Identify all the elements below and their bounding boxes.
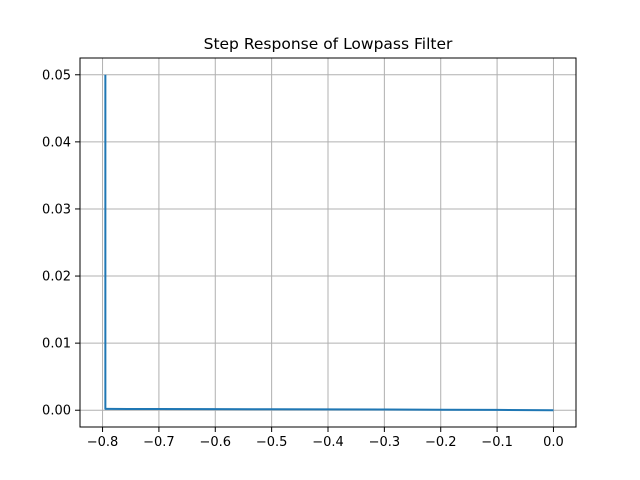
x-tick-label: −0.3 — [369, 435, 401, 450]
y-tick-label: 0.00 — [42, 404, 71, 419]
ticks: −0.8 −0.7 −0.6 −0.5 −0.4 −0.3 −0.2 −0.1 0.0 0.00 0… — [42, 68, 564, 450]
x-tick-label: −0.1 — [481, 435, 513, 450]
x-tick-label: −0.8 — [87, 435, 119, 450]
y-tick-label: 0.04 — [42, 135, 71, 150]
y-tick-label: 0.05 — [42, 68, 71, 83]
grid — [80, 58, 576, 427]
y-tick-label: 0.03 — [42, 202, 71, 217]
x-tick-label: −0.6 — [199, 435, 231, 450]
y-tick-label: 0.02 — [42, 270, 71, 285]
x-tick-label: 0.0 — [543, 435, 564, 450]
x-tick-label: −0.5 — [256, 435, 288, 450]
chart-title: Step Response of Lowpass Filter — [204, 35, 453, 53]
series-line — [104, 74, 554, 412]
y-tick-label: 0.01 — [42, 337, 71, 352]
x-tick-label: −0.7 — [143, 435, 175, 450]
series-layer — [104, 74, 554, 412]
x-tick-label: −0.4 — [312, 435, 344, 450]
x-tick-label: −0.2 — [425, 435, 457, 450]
